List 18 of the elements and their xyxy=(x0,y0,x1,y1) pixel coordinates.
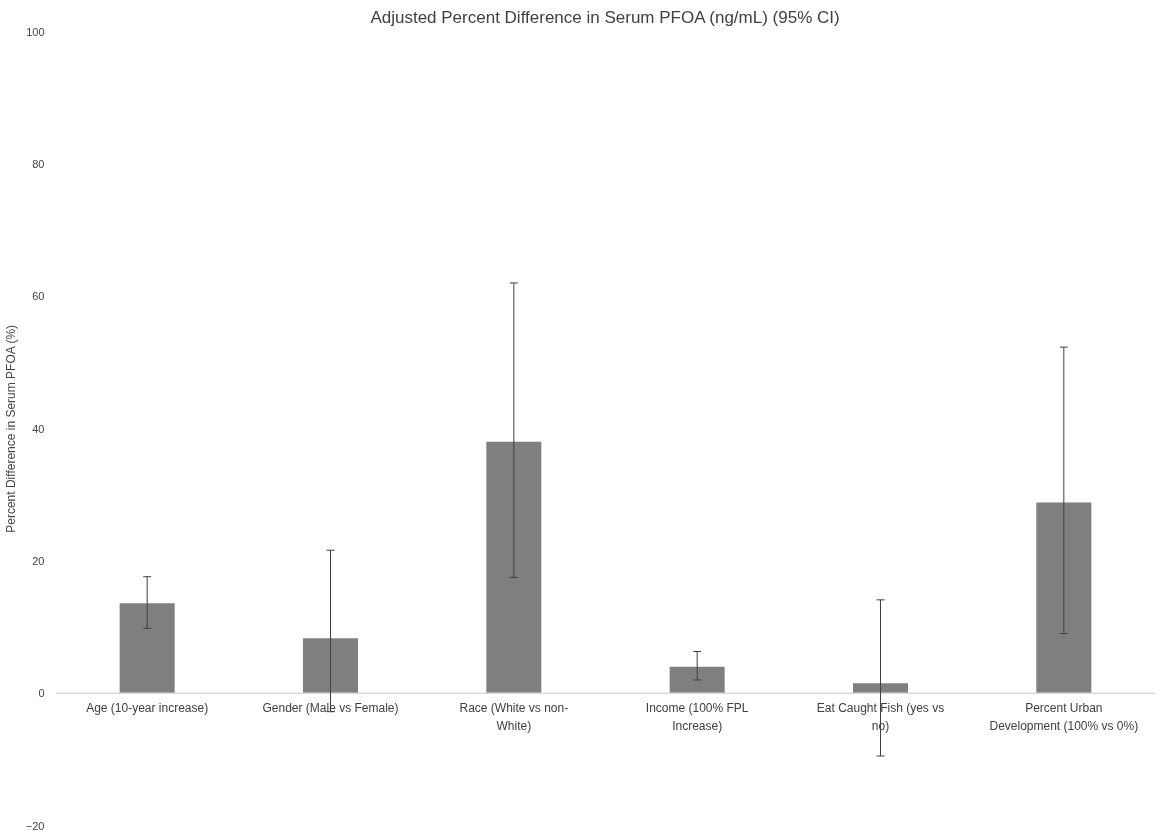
y-tick-label: −20 xyxy=(25,819,45,832)
bar xyxy=(486,441,542,694)
x-tick-label: Age (10-year increase) xyxy=(86,701,209,716)
y-tick-label: 80 xyxy=(32,157,45,170)
x-tick-label: Percent Urban Development (100% vs 0%) xyxy=(989,701,1139,734)
y-tick-label: 40 xyxy=(32,422,45,435)
y-tick-label: 100 xyxy=(26,25,45,38)
bar xyxy=(1036,502,1092,694)
y-axis-title: Percent Difference in Serum PFOA (%) xyxy=(3,324,18,533)
y-tick-label: 20 xyxy=(32,554,45,567)
chart-title: Adjusted Percent Difference in Serum PFOA (ng/mL) (95% CI) xyxy=(370,7,840,27)
y-tick-label: 0 xyxy=(38,687,45,700)
bar xyxy=(119,603,175,694)
y-tick-label: 60 xyxy=(32,290,45,303)
x-tick-label: Income (100% FPL Increase) xyxy=(645,701,749,734)
x-tick-label: Race (White vs non-White) xyxy=(459,701,569,734)
bar xyxy=(669,666,725,694)
bar xyxy=(303,638,358,694)
